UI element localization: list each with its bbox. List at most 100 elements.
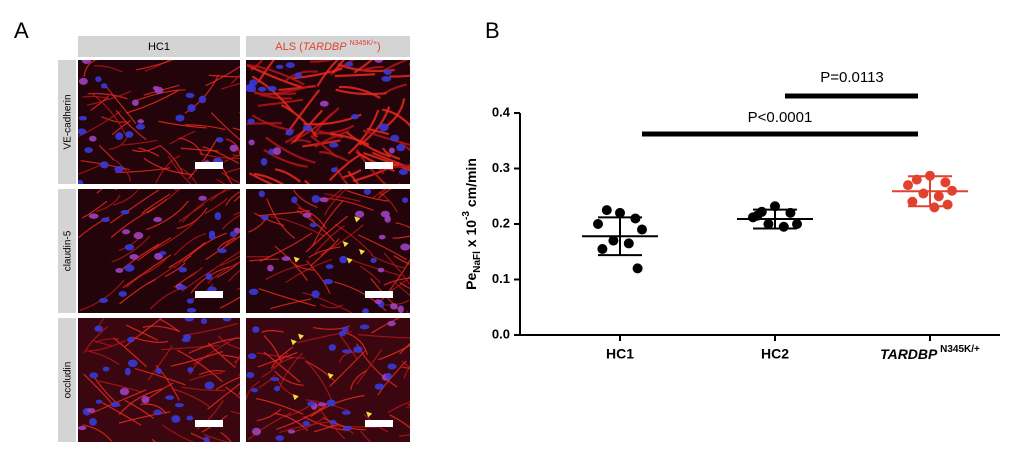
- fiber: [257, 98, 304, 107]
- fiber: [346, 189, 390, 202]
- nucleus: [328, 344, 337, 351]
- nucleus: [118, 291, 127, 297]
- fiber: [385, 98, 406, 128]
- nucleus: [281, 256, 291, 261]
- fiber: [334, 73, 376, 78]
- nucleus: [402, 197, 409, 203]
- nucleus: [260, 157, 268, 166]
- gene-name: TARDBP: [880, 346, 938, 362]
- row-label: VE-cadherin: [63, 94, 74, 149]
- nucleus: [124, 264, 135, 272]
- fiber: [310, 394, 365, 418]
- fiber: [383, 252, 410, 286]
- nucleus: [121, 229, 131, 235]
- fiber: [92, 339, 113, 347]
- nucleus: [100, 83, 108, 89]
- nucleus: [131, 99, 139, 107]
- fiber: [362, 129, 410, 147]
- fiber: [180, 147, 219, 152]
- data-point: [632, 263, 643, 274]
- nucleus: [387, 363, 397, 370]
- nucleus: [350, 113, 359, 120]
- fiber: [88, 340, 126, 352]
- fiber: [383, 277, 410, 286]
- nucleus: [215, 137, 224, 143]
- nucleus: [339, 255, 348, 264]
- micrograph: [246, 318, 410, 442]
- fiber: [399, 342, 410, 355]
- nucleus: [89, 135, 97, 142]
- nucleus: [355, 210, 365, 218]
- data-point: [918, 188, 929, 199]
- fiber: [83, 326, 108, 354]
- fiber: [258, 288, 316, 307]
- nucleus: [153, 409, 163, 416]
- data-point: [623, 238, 634, 249]
- fiber: [189, 372, 223, 381]
- fiber: [334, 281, 387, 312]
- fiber: [325, 189, 344, 203]
- y-tick-label: 0.0: [492, 326, 510, 341]
- micrographs: VE-cadherin claudin-5 occludin: [58, 60, 410, 442]
- fiber: [232, 154, 240, 157]
- data-point: [929, 202, 940, 213]
- nucleus: [137, 119, 144, 124]
- x-tick-label: HC2: [761, 346, 789, 362]
- nucleus: [249, 79, 258, 87]
- fiber: [297, 207, 327, 230]
- fiber: [118, 411, 171, 424]
- nucleus: [175, 403, 184, 408]
- fiber: [399, 434, 410, 437]
- fiber: [304, 179, 311, 184]
- fiber: [220, 82, 240, 90]
- fiber: [174, 189, 179, 191]
- fiber: [247, 412, 292, 440]
- fiber: [207, 342, 236, 368]
- nucleus: [204, 381, 215, 390]
- nucleus: [127, 359, 138, 368]
- fiber: [335, 223, 374, 256]
- fiber: [234, 354, 240, 365]
- nucleus: [207, 286, 217, 293]
- scale-bar: [365, 162, 393, 169]
- nucleus: [78, 115, 87, 121]
- column-header-box: [246, 36, 410, 57]
- fiber: [293, 189, 318, 208]
- fiber: [207, 262, 238, 284]
- fiber: [230, 74, 240, 85]
- nucleus: [374, 299, 382, 305]
- arrowhead: [354, 216, 361, 223]
- data-point: [907, 196, 918, 207]
- data-point: [778, 221, 789, 232]
- fiber: [266, 198, 296, 239]
- fiber: [263, 351, 301, 383]
- fiber: [248, 63, 305, 86]
- y-tick-label: 0.1: [492, 271, 510, 286]
- fiber: [138, 147, 160, 157]
- data-point: [597, 243, 608, 254]
- fiber: [216, 260, 240, 278]
- fiber: [216, 237, 236, 251]
- nucleus: [275, 435, 284, 441]
- fiber: [324, 192, 361, 202]
- data-point: [601, 205, 612, 216]
- fiber: [292, 109, 323, 143]
- nucleus: [101, 217, 110, 223]
- fiber: [230, 410, 240, 415]
- nucleus: [359, 324, 370, 330]
- fiber: [308, 246, 341, 259]
- nucleus: [185, 92, 195, 99]
- nucleus: [89, 372, 99, 379]
- nucleus: [110, 401, 121, 408]
- fiber: [378, 191, 398, 213]
- fiber: [314, 225, 345, 254]
- nucleus: [390, 134, 400, 142]
- superscript: N345K/+: [937, 344, 980, 355]
- fiber: [270, 216, 324, 237]
- scale-bar: [195, 162, 223, 169]
- fiber: [261, 330, 284, 333]
- fiber: [309, 60, 335, 63]
- data-point: [940, 177, 951, 188]
- nucleus: [353, 345, 363, 353]
- nucleus: [285, 62, 295, 68]
